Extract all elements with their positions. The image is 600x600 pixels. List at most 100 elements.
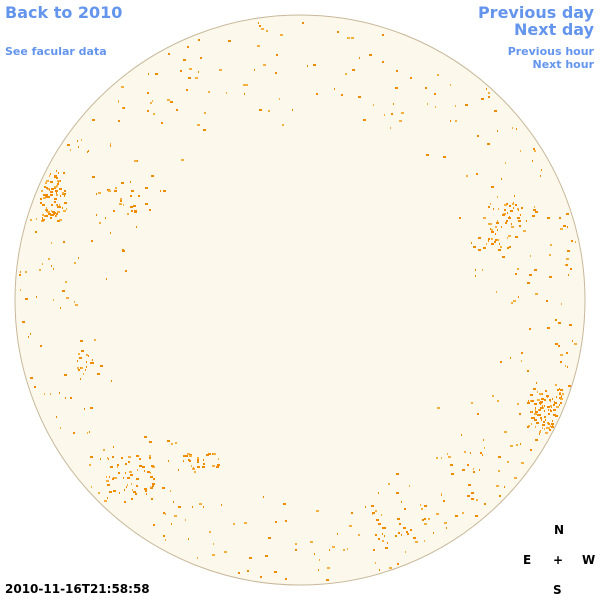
- facula: [413, 537, 416, 539]
- facula: [133, 491, 136, 493]
- facula: [548, 413, 550, 415]
- facula: [124, 501, 126, 503]
- facula: [60, 195, 61, 197]
- next-day-link[interactable]: Next day: [514, 20, 594, 39]
- facula: [188, 538, 189, 540]
- facula: [570, 268, 572, 270]
- next-hour-link[interactable]: Next hour: [532, 58, 595, 71]
- facula: [552, 425, 553, 427]
- facula: [523, 230, 526, 232]
- facula: [46, 209, 48, 211]
- facula: [507, 247, 509, 249]
- facula: [497, 220, 498, 222]
- facula: [81, 350, 84, 352]
- facula: [197, 461, 199, 463]
- facula: [112, 456, 114, 458]
- facula: [566, 258, 569, 260]
- facula: [81, 367, 83, 369]
- facula: [99, 222, 101, 224]
- facula: [125, 472, 126, 474]
- facula: [185, 519, 186, 521]
- facula: [559, 217, 561, 219]
- facula: [535, 411, 538, 413]
- facula: [188, 459, 190, 461]
- facula: [97, 373, 100, 375]
- facula: [373, 549, 375, 551]
- facula: [504, 431, 507, 433]
- facula: [187, 453, 190, 455]
- facula: [553, 404, 555, 406]
- facula: [415, 541, 418, 543]
- facula: [547, 327, 550, 329]
- facula: [545, 390, 547, 392]
- compass-center: +: [553, 553, 564, 567]
- facula: [533, 148, 535, 150]
- facula: [537, 399, 540, 401]
- facula: [310, 541, 313, 543]
- facula: [559, 404, 560, 406]
- facula: [197, 124, 200, 126]
- facula: [552, 398, 553, 400]
- facula: [194, 471, 196, 473]
- facula: [80, 340, 83, 342]
- facula: [130, 206, 133, 208]
- facula: [401, 501, 402, 503]
- facula: [28, 336, 29, 338]
- facula: [110, 143, 111, 145]
- facula: [484, 447, 485, 449]
- compass-north: N: [554, 523, 565, 537]
- facula: [424, 523, 427, 525]
- facula: [163, 190, 166, 192]
- facula: [125, 270, 127, 272]
- facula: [108, 190, 111, 192]
- facula: [497, 400, 499, 402]
- facula: [131, 210, 133, 212]
- facula: [528, 400, 529, 402]
- facula: [131, 483, 132, 485]
- facula: [53, 268, 54, 270]
- facula: [136, 455, 137, 457]
- facula: [347, 548, 348, 550]
- back-link[interactable]: Back to 2010: [5, 3, 123, 22]
- facula: [218, 458, 219, 460]
- previous-day-link[interactable]: Previous day: [477, 3, 594, 22]
- facula: [30, 377, 33, 379]
- facula: [568, 274, 569, 276]
- facula: [498, 456, 501, 458]
- facula: [203, 506, 204, 508]
- facula: [244, 93, 245, 95]
- facula: [25, 271, 27, 273]
- facula: [507, 237, 508, 239]
- facula: [560, 361, 562, 363]
- facula: [404, 508, 406, 510]
- facula: [475, 515, 478, 517]
- facula: [153, 524, 155, 526]
- facula: [373, 104, 374, 106]
- facula: [519, 413, 521, 415]
- facula: [495, 239, 497, 241]
- facula: [88, 355, 89, 357]
- facula: [571, 240, 573, 242]
- facula: [48, 258, 50, 260]
- facula: [62, 192, 64, 194]
- facula: [316, 510, 319, 512]
- facula: [455, 120, 457, 122]
- facula: [471, 492, 474, 494]
- facula: [85, 369, 86, 371]
- facula: [90, 456, 93, 458]
- facula: [120, 198, 122, 200]
- facula: [488, 240, 489, 242]
- facula: [424, 518, 426, 520]
- facula: [59, 188, 62, 190]
- facular-link[interactable]: See facular data: [5, 45, 107, 58]
- facula: [318, 569, 319, 571]
- facula: [79, 357, 82, 359]
- facula: [45, 215, 48, 217]
- facula: [541, 398, 544, 400]
- facula: [575, 241, 576, 243]
- facula: [441, 457, 442, 459]
- facula: [152, 483, 155, 485]
- facula: [54, 213, 55, 215]
- previous-hour-link[interactable]: Previous hour: [507, 45, 594, 58]
- facula: [243, 84, 246, 86]
